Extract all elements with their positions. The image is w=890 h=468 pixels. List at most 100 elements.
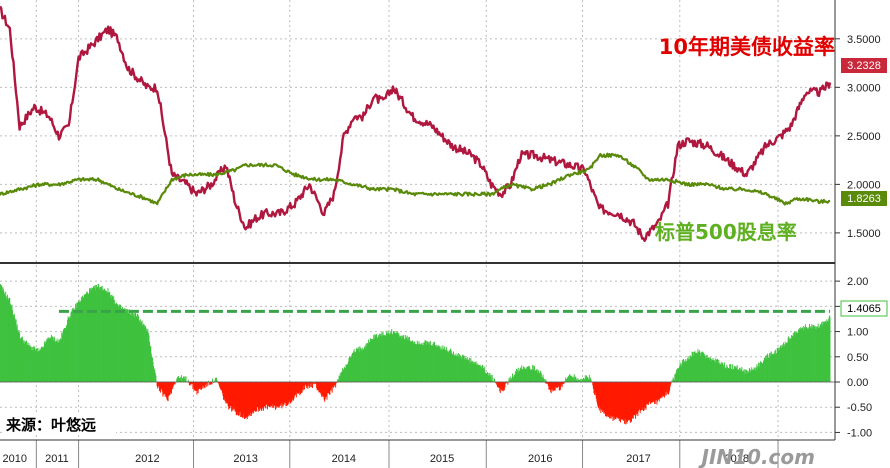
spread-bar-negative xyxy=(203,382,205,387)
spread-bar-positive xyxy=(487,376,489,382)
spread-bar-positive xyxy=(340,376,342,382)
spread-bar-positive xyxy=(748,367,750,382)
spread-bar-positive xyxy=(134,312,136,382)
spread-bar-negative xyxy=(658,382,660,402)
spread-bar-positive xyxy=(68,317,70,382)
spread-bar-negative xyxy=(239,382,241,418)
spread-bar-positive xyxy=(818,327,820,382)
spread-bar-positive xyxy=(338,375,340,382)
spread-bar-negative xyxy=(309,382,311,387)
spread-bar-positive xyxy=(772,353,774,382)
top-tick-label: 2.5000 xyxy=(847,131,881,143)
spread-bar-positive xyxy=(72,308,74,382)
spread-bar-positive xyxy=(152,361,154,382)
spread-bar-positive xyxy=(392,334,394,382)
spread-bar-negative xyxy=(237,382,239,416)
spread-bar-positive xyxy=(485,373,487,382)
spread-bar-negative xyxy=(556,382,558,389)
spread-bar-negative xyxy=(325,382,327,397)
spread-bar-positive xyxy=(475,363,476,382)
spread-bar-positive xyxy=(342,369,344,382)
spread-bar-positive xyxy=(23,342,25,382)
spread-bar-positive xyxy=(107,288,109,382)
spread-bar-negative xyxy=(248,382,250,415)
spread-bar-positive xyxy=(216,377,218,382)
spread-bar-positive xyxy=(104,290,106,382)
spread-bar-negative xyxy=(188,382,190,386)
spread-bar-positive xyxy=(745,374,747,382)
spread-bar-positive xyxy=(21,336,23,382)
spread-bar-positive xyxy=(584,375,586,382)
spread-bar-positive xyxy=(131,311,133,382)
spread-bar-negative xyxy=(305,382,307,385)
spread-bar-negative xyxy=(666,382,668,394)
spread-bar-positive xyxy=(516,368,517,382)
spread-bar-negative xyxy=(249,382,251,417)
spread-bar-positive xyxy=(124,308,126,382)
dividend-last-badge: 1.8263 xyxy=(841,191,887,206)
spread-bar-negative xyxy=(334,382,336,385)
spread-bar-positive xyxy=(543,380,545,382)
spread-bar-negative xyxy=(505,382,507,384)
spread-bar-positive xyxy=(514,370,516,382)
spread-bar-positive xyxy=(785,344,787,382)
spread-bar-positive xyxy=(146,331,148,382)
spread-bar-positive xyxy=(818,327,820,382)
spread-bar-negative xyxy=(262,382,264,411)
spread-bar-negative xyxy=(286,382,288,406)
spread-bar-positive xyxy=(366,343,368,382)
spread-bar-negative xyxy=(217,382,219,384)
spread-bar-positive xyxy=(30,349,32,382)
spread-bar-negative xyxy=(599,382,601,409)
spread-bar-positive xyxy=(397,334,399,382)
spread-bar-positive xyxy=(5,296,7,382)
spread-bar-positive xyxy=(74,309,76,382)
spread-bar-positive xyxy=(60,339,62,382)
spread-bar-negative xyxy=(268,382,270,407)
spread-bar-positive xyxy=(458,356,460,382)
spread-bar-positive xyxy=(50,334,52,382)
spread-bar-positive xyxy=(98,287,100,382)
spread-bar-positive xyxy=(134,317,136,382)
spread-bar-positive xyxy=(773,353,775,382)
spread-bar-positive xyxy=(51,336,53,382)
spread-bar-positive xyxy=(776,353,778,382)
spread-bar-negative xyxy=(199,382,201,389)
spread-bar-positive xyxy=(811,328,813,382)
spread-bar-negative xyxy=(553,382,555,391)
spread-bar-positive xyxy=(416,344,418,382)
spread-bar-negative xyxy=(201,382,203,389)
spread-bar-positive xyxy=(785,343,787,382)
spread-bar-positive xyxy=(125,308,127,382)
spread-bar-negative xyxy=(255,382,257,412)
spread-bar-negative xyxy=(220,382,222,391)
spread-bar-negative xyxy=(271,382,273,405)
spread-bar-positive xyxy=(122,308,124,382)
spread-bar-negative xyxy=(202,382,204,386)
spread-bar-positive xyxy=(824,321,826,382)
spread-bar-negative xyxy=(650,382,652,403)
spread-bar-negative xyxy=(650,382,652,405)
spread-bar-negative xyxy=(592,382,594,386)
spread-bar-positive xyxy=(524,367,526,382)
spread-bar-positive xyxy=(54,342,56,382)
spread-bar-positive xyxy=(3,291,5,382)
spread-bar-negative xyxy=(594,382,596,393)
spread-bar-positive xyxy=(446,350,448,382)
spread-bar-negative xyxy=(272,382,274,408)
spread-bar-positive xyxy=(386,330,388,382)
bottom-tick-label: -0.50 xyxy=(847,402,872,414)
year-label: 2018 xyxy=(725,453,749,465)
spread-bar-positive xyxy=(347,361,349,382)
spread-bar-positive xyxy=(804,324,806,382)
spread-bar-negative xyxy=(613,382,615,420)
spread-bar-positive xyxy=(472,361,474,382)
spread-bar-positive xyxy=(703,352,705,382)
spread-bar-negative xyxy=(554,382,556,391)
spread-bar-positive xyxy=(142,324,144,382)
spread-bar-positive xyxy=(756,369,758,382)
spread-bar-positive xyxy=(97,287,99,382)
spread-bar-positive xyxy=(576,380,578,382)
spread-bar-negative xyxy=(331,382,333,389)
spread-bar-positive xyxy=(18,330,20,382)
